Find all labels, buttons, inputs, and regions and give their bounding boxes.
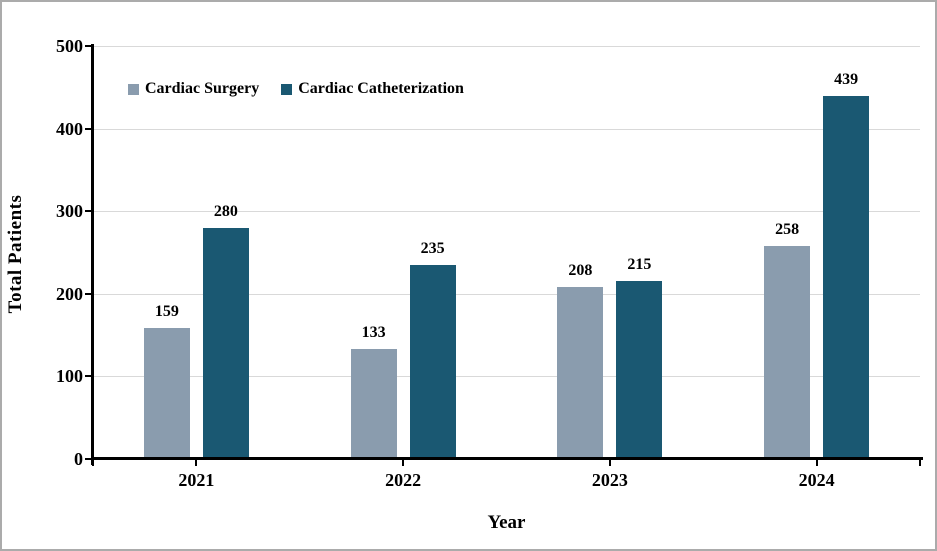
legend-item-cardiac-surgery: Cardiac Surgery — [128, 80, 259, 98]
gridline-500 — [94, 46, 920, 47]
y-tick-200 — [85, 292, 92, 295]
x-axis-line — [91, 457, 923, 460]
bar-value-2021-cardiac-surgery: 159 — [154, 302, 179, 320]
bar-value-2024-cardiac-catheterization: 439 — [834, 71, 859, 89]
bar-cardiac-catheterization-2021 — [202, 227, 249, 459]
legend-label: Cardiac Surgery — [145, 80, 260, 97]
x-tick-2021 — [195, 460, 198, 466]
x-axis-end-tick-right — [919, 460, 921, 466]
x-axis-end-tick-left — [92, 460, 94, 466]
bar-value-2022-cardiac-surgery: 133 — [361, 324, 386, 342]
x-tick-2024 — [815, 460, 818, 466]
x-axis-label-2024: 2024 — [798, 470, 835, 490]
gridline-400 — [94, 128, 920, 130]
y-tick-label-300: 300 — [56, 201, 83, 222]
bar-value-2022-cardiac-catheterization: 235 — [420, 239, 445, 257]
y-tick-500 — [85, 45, 92, 47]
bar-value-2023-cardiac-surgery: 208 — [568, 262, 593, 280]
y-tick-0 — [85, 458, 92, 460]
y-tick-label-200: 200 — [56, 283, 83, 304]
y-tick-label-500: 500 — [56, 36, 83, 56]
y-tick-300 — [85, 210, 92, 213]
x-tick-2022 — [402, 460, 405, 466]
bar-value-2024-cardiac-surgery: 258 — [775, 220, 800, 238]
y-tick-400 — [85, 127, 92, 130]
x-axis-label-2021: 2021 — [178, 470, 215, 490]
legend-label: Cardiac Catheterization — [298, 80, 464, 97]
x-axis-label-2023: 2023 — [591, 470, 628, 490]
legend: Cardiac Surgery Cardiac Catheterization — [128, 80, 464, 98]
y-axis-line — [91, 44, 94, 465]
legend-swatch-icon — [128, 83, 139, 95]
y-tick-label-0: 0 — [74, 449, 83, 469]
y-tick-100 — [85, 375, 92, 378]
gridline-300 — [94, 211, 920, 213]
legend-swatch-icon — [281, 83, 293, 95]
bar-value-2021-cardiac-catheterization: 280 — [213, 202, 238, 220]
bar-cardiac-catheterization-2023 — [616, 281, 663, 459]
bar-cardiac-surgery-2021 — [143, 327, 190, 459]
gridline-100 — [94, 376, 920, 378]
y-tick-label-400: 400 — [56, 118, 83, 139]
gridline-200 — [94, 293, 920, 295]
x-tick-2023 — [608, 460, 611, 466]
legend-item-cardiac-catheterization: Cardiac Catheterization — [281, 80, 464, 98]
bar-cardiac-catheterization-2022 — [409, 264, 456, 459]
bar-cardiac-catheterization-2024 — [823, 96, 870, 459]
bar-cardiac-surgery-2024 — [764, 245, 811, 459]
bar-cardiac-surgery-2023 — [557, 287, 604, 459]
x-axis-title: Year — [487, 512, 526, 533]
x-axis-label-2022: 2022 — [385, 470, 422, 490]
y-axis-title: Total Patients — [5, 194, 26, 314]
bar-cardiac-surgery-2022 — [350, 349, 397, 459]
y-tick-label-100: 100 — [56, 366, 83, 387]
bar-value-2023-cardiac-catheterization: 215 — [627, 256, 652, 274]
